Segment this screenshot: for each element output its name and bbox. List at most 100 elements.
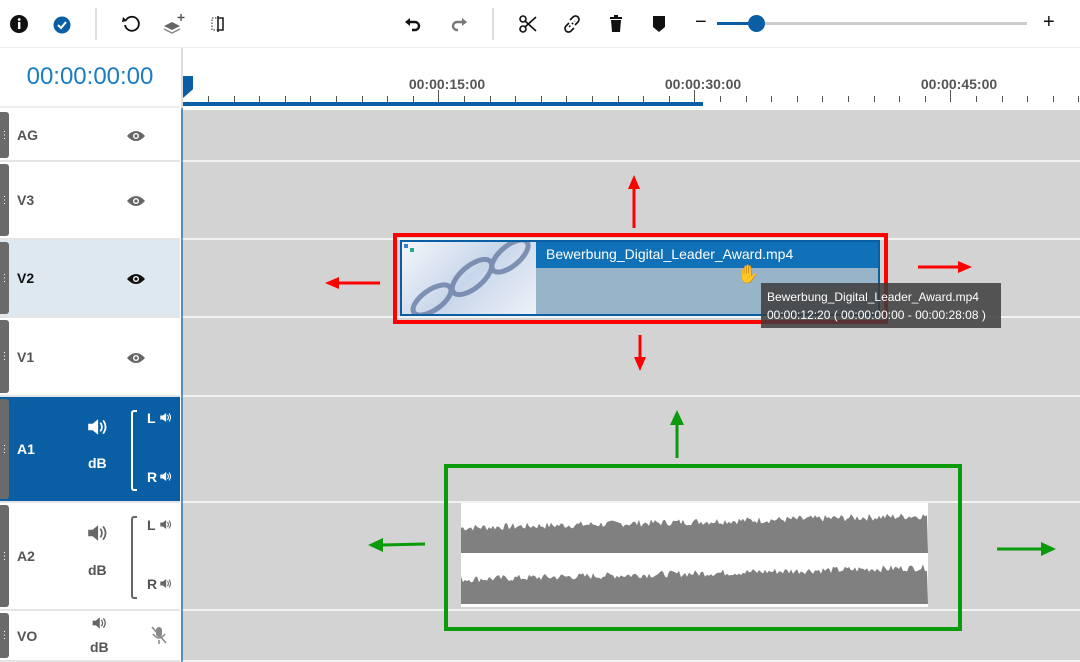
channel-bracket xyxy=(131,409,137,492)
split-icon[interactable] xyxy=(206,12,230,36)
audio-highlight-box xyxy=(444,464,962,631)
current-timecode[interactable]: 00:00:00:00 xyxy=(0,48,180,108)
ruler-tick xyxy=(668,96,670,102)
drag-handle-icon[interactable]: ⋮ xyxy=(0,320,10,393)
track-name: VO xyxy=(17,627,38,644)
right-volume-icon[interactable] xyxy=(159,470,172,488)
track-header-vo[interactable]: ⋮ VO dB xyxy=(0,611,180,662)
playhead[interactable] xyxy=(183,76,193,98)
zoom-in-button[interactable]: + xyxy=(1043,11,1055,33)
drag-handle-icon[interactable]: ⋮ xyxy=(0,112,10,158)
ruler-tick xyxy=(745,96,747,102)
right-channel-label: R xyxy=(147,576,158,592)
track-name: AG xyxy=(17,127,38,143)
ruler-tick xyxy=(617,96,619,102)
lane-vo[interactable] xyxy=(181,611,1080,662)
db-label[interactable]: dB xyxy=(88,454,107,471)
drag-handle-icon[interactable]: ⋮ xyxy=(0,505,10,607)
hand-cursor-icon: ✋ xyxy=(737,264,760,284)
ruler-tick xyxy=(873,96,875,102)
track-header-a2[interactable]: ⋮ A2 dB L R xyxy=(0,503,180,611)
db-label[interactable]: dB xyxy=(90,639,109,655)
ruler-tick xyxy=(208,96,209,102)
video-clip[interactable]: Bewerbung_Digital_Leader_Award.mp4 xyxy=(400,237,880,318)
db-label[interactable]: dB xyxy=(88,561,107,578)
marker-icon[interactable] xyxy=(647,12,671,36)
tooltip-time: 00:00:12:20 ( 00:00:00:00 - 00:00:28:08 … xyxy=(767,308,986,322)
lane-v3[interactable] xyxy=(181,162,1080,240)
eye-icon[interactable] xyxy=(126,194,146,213)
channel-bracket xyxy=(131,515,137,600)
ruler-tick xyxy=(489,96,491,102)
ruler-tick xyxy=(924,96,926,102)
zoom-slider-fill xyxy=(717,22,757,25)
undo-icon[interactable] xyxy=(401,12,425,36)
ruler-label: 00:00:45:00 xyxy=(920,76,998,92)
volume-icon[interactable] xyxy=(86,522,108,549)
info-icon[interactable] xyxy=(7,12,31,36)
left-volume-icon[interactable] xyxy=(159,411,172,429)
eye-icon[interactable] xyxy=(126,272,146,291)
ruler-tick xyxy=(284,96,286,102)
ruler-tick xyxy=(412,96,414,102)
ruler-tick xyxy=(1001,96,1003,102)
lane-a1[interactable] xyxy=(181,397,1080,503)
right-volume-icon[interactable] xyxy=(159,577,172,595)
scissors-icon[interactable] xyxy=(516,12,540,36)
eye-icon[interactable] xyxy=(126,351,146,370)
unlink-icon[interactable] xyxy=(560,12,584,36)
right-channel-label: R xyxy=(147,468,158,485)
track-name: V3 xyxy=(17,192,35,208)
toolbar: − + xyxy=(0,0,1080,48)
ruler-label: 00:00:30:00 xyxy=(664,76,742,92)
ruler-tick xyxy=(592,96,593,102)
redo-icon[interactable] xyxy=(447,12,471,36)
drag-handle-icon[interactable]: ⋮ xyxy=(0,242,10,314)
lane-v1[interactable] xyxy=(181,318,1080,397)
track-header-v3[interactable]: ⋮ V3 xyxy=(0,162,180,240)
zoom-slider-thumb[interactable] xyxy=(748,15,765,32)
drag-handle-icon[interactable]: ⋮ xyxy=(0,613,10,658)
trash-icon[interactable] xyxy=(604,12,628,36)
clip-thumbnail xyxy=(402,237,536,318)
ruler-tick xyxy=(848,96,849,102)
add-layer-icon[interactable] xyxy=(161,12,185,36)
ruler-tick xyxy=(361,96,363,102)
volume-icon[interactable] xyxy=(86,416,108,443)
ruler-range-bar xyxy=(183,102,703,106)
eye-icon[interactable] xyxy=(126,129,146,148)
track-header-v1[interactable]: ⋮ V1 xyxy=(0,318,180,397)
ruler-tick xyxy=(515,96,517,102)
ruler-tick xyxy=(643,96,645,102)
lane-ag[interactable] xyxy=(181,110,1080,162)
zoom-out-button[interactable]: − xyxy=(695,11,707,33)
ruler-tick xyxy=(566,96,568,102)
ruler-tick xyxy=(310,96,312,102)
drag-handle-icon[interactable]: ⋮ xyxy=(0,164,10,236)
video-highlight-box xyxy=(393,233,888,324)
check-circle-icon[interactable] xyxy=(50,12,74,36)
track-header-a1[interactable]: ⋮ A1 dB L R xyxy=(0,397,180,503)
left-volume-icon[interactable] xyxy=(159,518,172,536)
timeline-ruler[interactable]: 00:00:15:00 00:00:30:00 00:00:45:00 xyxy=(181,48,1080,108)
playhead-line xyxy=(181,108,183,662)
track-name: V2 xyxy=(17,270,35,286)
track-header-v2[interactable]: ⋮ V2 xyxy=(0,240,180,318)
ruler-tick xyxy=(822,96,824,102)
zoom-slider[interactable] xyxy=(717,15,1027,32)
ruler-tick xyxy=(950,90,952,102)
refresh-icon[interactable] xyxy=(119,12,143,36)
ruler-tick xyxy=(796,96,798,102)
mic-muted-icon[interactable] xyxy=(150,625,168,650)
waveform-channel xyxy=(461,564,928,604)
toolbar-divider xyxy=(95,8,97,40)
clip-title: Bewerbung_Digital_Leader_Award.mp4 xyxy=(536,242,878,268)
track-header-ag[interactable]: ⋮ AG xyxy=(0,110,180,162)
audio-waveform[interactable] xyxy=(461,503,928,607)
track-name: V1 xyxy=(17,348,35,365)
drag-handle-icon[interactable]: ⋮ xyxy=(0,399,10,499)
ruler-tick xyxy=(976,96,977,102)
ruler-tick xyxy=(720,96,721,102)
clip-tooltip: Bewerbung_Digital_Leader_Award.mp4 00:00… xyxy=(761,283,1001,328)
volume-icon[interactable] xyxy=(91,615,107,636)
